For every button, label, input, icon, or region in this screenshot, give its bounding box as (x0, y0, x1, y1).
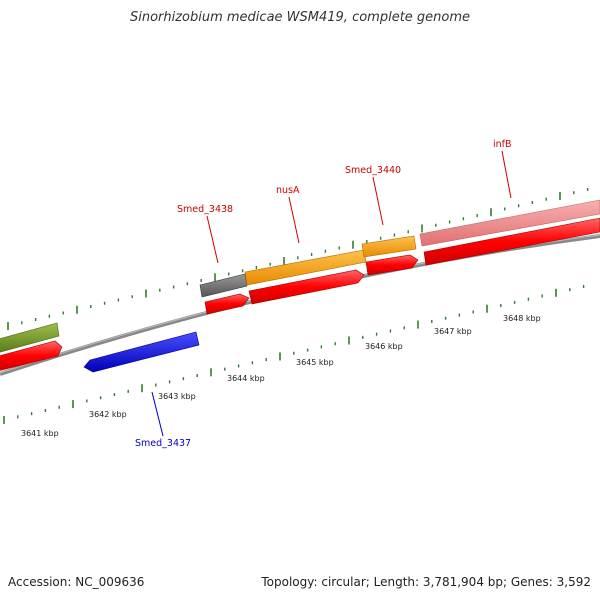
infb-leader (501, 150, 512, 199)
infb-label: infB (493, 139, 512, 150)
tick-label-3642: 3642 kbp (89, 410, 127, 419)
smed-3438-feature[interactable] (199, 273, 248, 298)
tick-label-3641: 3641 kbp (21, 429, 59, 438)
cds-feature-5[interactable] (423, 217, 600, 266)
map-title: Sinorhizobium medicae WSM419, complete g… (129, 10, 471, 25)
forward-tick-arc (7, 187, 589, 330)
tick-label-3643: 3643 kbp (158, 392, 196, 401)
olive-gene-feature[interactable] (0, 322, 60, 353)
reverse-tick-arc (3, 284, 585, 424)
tick-label-3646: 3646 kbp (365, 342, 403, 351)
tick-label-3647: 3647 kbp (434, 327, 472, 336)
smed-3438-leader (206, 215, 219, 264)
nusa-leader (288, 196, 300, 244)
smed-3437-label: Smed_3437 (135, 438, 191, 449)
genome-info-text: Topology: circular; Length: 3,781,904 bp… (261, 575, 591, 589)
smed-3440-leader (372, 176, 384, 226)
cds-feature-1[interactable] (0, 340, 63, 371)
smed-3440-label: Smed_3440 (345, 165, 401, 176)
accession-text: Accession: NC_009636 (8, 575, 145, 589)
smed-3437-feature[interactable] (83, 331, 200, 373)
smed-3440-feature[interactable] (361, 235, 417, 258)
smed-3437-leader (151, 391, 164, 437)
genome-backbone (0, 234, 600, 376)
cds-feature-2[interactable] (204, 293, 250, 315)
nusa-label: nusA (276, 185, 300, 196)
smed-3438-label: Smed_3438 (177, 204, 233, 215)
infb-feature[interactable] (419, 199, 600, 247)
cds-feature-3[interactable] (248, 269, 365, 305)
cds-feature-4[interactable] (365, 254, 419, 276)
tick-label-3645: 3645 kbp (296, 358, 334, 367)
tick-label-3648: 3648 kbp (503, 314, 541, 323)
genome-backbone-highlight (0, 234, 600, 374)
tick-label-3644: 3644 kbp (227, 374, 265, 383)
